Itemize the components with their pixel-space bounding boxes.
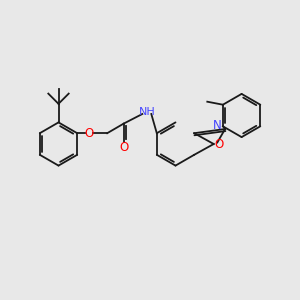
Text: NH: NH <box>139 106 156 117</box>
Text: O: O <box>119 141 128 154</box>
Text: N: N <box>213 119 222 132</box>
Text: O: O <box>84 127 93 140</box>
Text: O: O <box>214 137 224 151</box>
